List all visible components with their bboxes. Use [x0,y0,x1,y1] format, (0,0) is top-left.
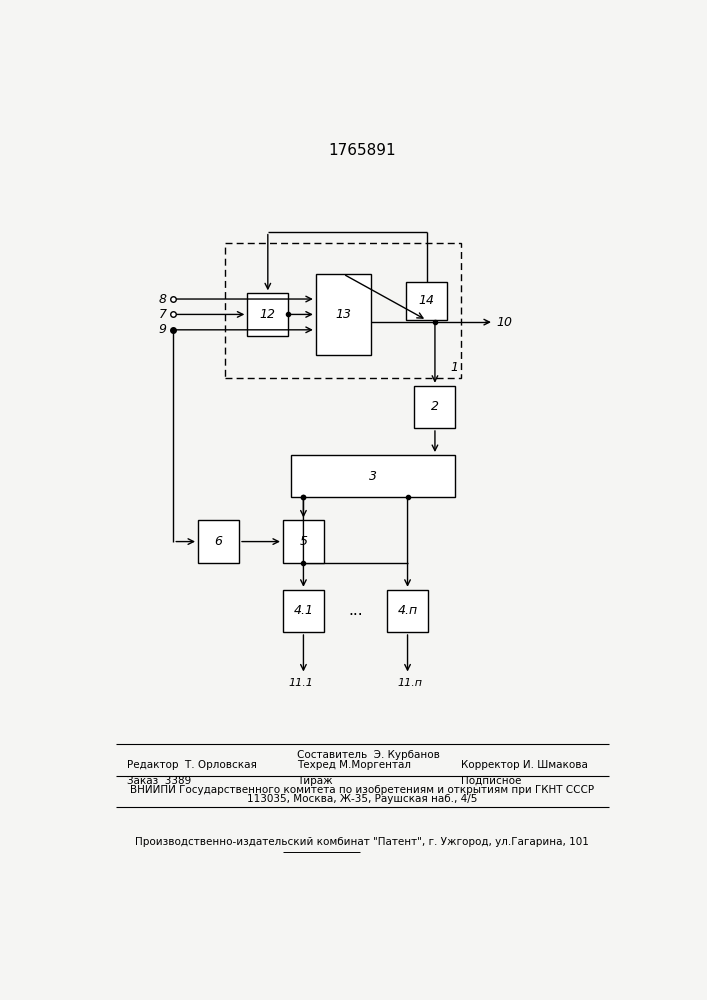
Text: Тираж: Тираж [297,776,332,786]
Bar [291,455,455,497]
Text: Заказ  3389: Заказ 3389 [127,776,191,786]
Bar [407,282,448,320]
Text: 10: 10 [496,316,513,329]
Text: Техред М.Моргентал: Техред М.Моргентал [297,760,411,770]
Bar [414,386,455,428]
Text: 113035, Москва, Ж-35, Раушская наб., 4/5: 113035, Москва, Ж-35, Раушская наб., 4/5 [247,794,477,804]
Text: 8: 8 [159,293,167,306]
Text: 1: 1 [450,361,458,374]
Bar [316,274,370,355]
Text: 4.1: 4.1 [293,604,313,617]
Bar [226,243,461,378]
Bar [283,520,324,563]
Text: Корректор И. Шмакова: Корректор И. Шмакова [461,760,588,770]
Text: 5: 5 [300,535,308,548]
Text: 2: 2 [431,400,439,413]
Text: 7: 7 [159,308,167,321]
Bar [387,590,428,632]
Bar [198,520,239,563]
Text: 11.п: 11.п [398,678,423,688]
Text: 11.1: 11.1 [288,678,313,688]
Text: 3: 3 [369,470,378,483]
Text: 14: 14 [419,294,435,307]
Text: 12: 12 [259,308,276,321]
Text: 6: 6 [214,535,223,548]
Text: ВНИИПИ Государственного комитета по изобретениям и открытиям при ГКНТ СССР: ВНИИПИ Государственного комитета по изоб… [130,785,595,795]
Text: Подписное: Подписное [461,776,521,786]
Text: 1765891: 1765891 [329,143,396,158]
Text: Редактор  Т. Орловская: Редактор Т. Орловская [127,760,257,770]
Text: 4.п: 4.п [397,604,418,617]
Text: 13: 13 [335,308,351,321]
Bar [247,293,288,336]
Text: Производственно-издательский комбинат "Патент", г. Ужгород, ул.Гагарина, 101: Производственно-издательский комбинат "П… [136,837,589,847]
Bar [283,590,324,632]
Text: ...: ... [348,603,363,618]
Text: Составитель  Э. Курбанов: Составитель Э. Курбанов [297,750,440,760]
Text: 9: 9 [159,323,167,336]
